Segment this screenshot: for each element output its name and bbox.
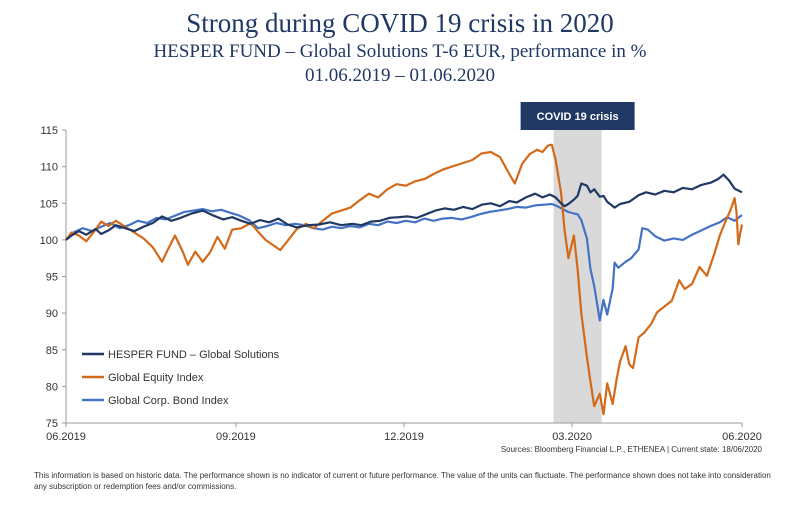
y-tick-label: 80 xyxy=(46,381,58,393)
chart-period: 01.06.2019 – 01.06.2020 xyxy=(305,65,495,86)
y-tick-label: 90 xyxy=(46,308,58,320)
y-tick-label: 75 xyxy=(46,418,58,430)
chart-title: Strong during COVID 19 crisis in 2020 xyxy=(186,8,614,38)
chart-area: 75 80 85 90 95 100 105 110 115 06.2019 09.2019 12.2… xyxy=(0,100,800,462)
disclaimer-text: This information is based on historic da… xyxy=(34,471,771,491)
legend-label-hesper: HESPER FUND – Global Solutions xyxy=(108,349,280,361)
y-tick-label: 95 xyxy=(46,272,58,284)
series-line-bond xyxy=(65,202,743,322)
x-tick-label: 03.2020 xyxy=(552,431,592,443)
y-tick-label: 85 xyxy=(46,345,58,357)
series-line-hesper xyxy=(65,173,743,241)
legend-label-bond: Global Corp. Bond Index xyxy=(108,395,229,407)
y-tick-label: 100 xyxy=(40,235,58,247)
legend-label-equity: Global Equity Index xyxy=(108,372,204,384)
x-tick-label: 12.2019 xyxy=(384,431,424,443)
title-block: Strong during COVID 19 crisis in 2020 HE… xyxy=(0,6,800,88)
x-tick-label: 06.2020 xyxy=(722,431,762,443)
sources-note: Sources: Bloomberg Financial L.P., ETHEN… xyxy=(500,445,762,454)
crisis-label: COVID 19 crisis xyxy=(537,111,619,123)
crisis-label-box xyxy=(520,102,635,130)
x-tick-label: 09.2019 xyxy=(216,431,256,443)
chart-subtitle: HESPER FUND – Global Solutions T-6 EUR, … xyxy=(153,41,647,62)
x-tick-label: 06.2019 xyxy=(46,431,86,443)
series-line-equity xyxy=(65,143,744,416)
y-tick-label: 110 xyxy=(40,162,58,174)
y-tick-label: 105 xyxy=(40,198,58,210)
performance-chart: 75 80 85 90 95 100 105 110 115 06.2019 09.2019 12.2… xyxy=(40,102,762,443)
y-tick-label: 115 xyxy=(40,125,58,137)
